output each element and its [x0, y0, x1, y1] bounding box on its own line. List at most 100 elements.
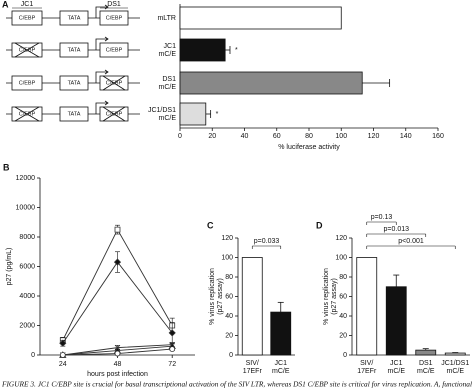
- significance-mark: *: [235, 47, 238, 54]
- y-tick-label: 100: [335, 254, 347, 261]
- x-tick-label: 160: [432, 133, 444, 140]
- element-box: [11, 75, 43, 91]
- caption: FIGURE 3. JC1 C/EBP site is crucial for …: [1, 380, 472, 389]
- element-box: [59, 42, 89, 58]
- y-tick-label: 80: [225, 274, 233, 281]
- element-label: TATA: [68, 80, 81, 86]
- element-label: TATA: [68, 15, 81, 21]
- x-tick-label: 0: [178, 133, 182, 140]
- x-tick-label: 140: [400, 133, 412, 140]
- y-tick-label: 20: [339, 332, 347, 339]
- panel-label: A: [2, 0, 9, 9]
- category-label: JC1/DS1: [148, 107, 176, 114]
- marker: [169, 346, 176, 352]
- category-label: JC1: [390, 360, 403, 367]
- category-label: mC/E: [272, 368, 290, 375]
- category-label: JC1: [275, 360, 288, 367]
- element-box: [59, 10, 89, 26]
- y-tick-label: 20: [225, 332, 233, 339]
- element-box: [99, 10, 129, 26]
- y-tick-label: 0: [229, 352, 233, 359]
- element-label: C/EBP: [106, 47, 123, 53]
- x-tick-label: 24: [59, 361, 67, 368]
- element-label: C/EBP: [106, 15, 123, 21]
- panel-label: B: [3, 162, 10, 172]
- bar: [385, 286, 407, 356]
- category-label: mC/E: [417, 368, 435, 375]
- x-tick-label: 120: [368, 133, 380, 140]
- category-label: SIV/: [246, 360, 259, 367]
- y-tick-label: 10000: [16, 204, 36, 211]
- y-tick-label: 0: [31, 352, 35, 359]
- category-label: mC/E: [447, 368, 465, 375]
- y-axis-label: (p27 assay): [217, 278, 224, 315]
- mutation-x: [14, 106, 40, 122]
- significance-mark: *: [216, 111, 219, 118]
- category-label: DS1: [162, 76, 176, 83]
- series-line: [62, 261, 173, 344]
- bar: [179, 6, 342, 30]
- site-label: JC1: [21, 1, 34, 8]
- p-value-label: p=0.13: [371, 214, 393, 221]
- p-value-label: p=0.033: [254, 238, 280, 245]
- category-label: mC/E: [159, 51, 177, 58]
- y-axis-label: (p27 assay): [331, 278, 338, 315]
- y-axis-label: % virus replication: [209, 268, 216, 325]
- bar: [444, 352, 466, 356]
- panel-label: D: [316, 220, 323, 230]
- x-tick-label: 80: [305, 133, 313, 140]
- y-tick-label: 8000: [19, 234, 35, 241]
- p-value-label: p<0.001: [398, 238, 424, 245]
- bar: [270, 311, 292, 356]
- category-label: JC1: [164, 43, 177, 50]
- y-tick-label: 100: [221, 254, 233, 261]
- tss-arrow: [95, 4, 109, 18]
- element-box: [11, 10, 43, 26]
- y-tick-label: 4000: [19, 293, 35, 300]
- x-axis-label: hours post infection: [87, 371, 148, 378]
- element-box: [59, 106, 89, 122]
- series-line: [62, 228, 173, 341]
- bar: [179, 102, 207, 126]
- panel-label: C: [207, 220, 214, 230]
- p-value-label: p=0.013: [384, 226, 410, 233]
- mutation-x: [102, 75, 126, 91]
- y-tick-label: 120: [335, 235, 347, 242]
- marker: [114, 226, 121, 233]
- mutation-x: [102, 106, 126, 122]
- element-label: TATA: [68, 47, 81, 53]
- y-tick-label: 40: [339, 313, 347, 320]
- y-tick-label: 40: [225, 313, 233, 320]
- y-tick-label: 60: [339, 293, 347, 300]
- x-tick-label: 20: [208, 133, 216, 140]
- marker: [114, 350, 121, 357]
- bar: [415, 349, 437, 356]
- marker: [59, 339, 67, 347]
- y-tick-label: 6000: [19, 263, 35, 270]
- tss-arrow: [95, 36, 109, 50]
- x-tick-label: 40: [241, 133, 249, 140]
- element-label: C/EBP: [19, 15, 36, 21]
- mutation-x: [14, 42, 40, 58]
- site-label: DS1: [107, 1, 121, 8]
- category-label: 17EFr: [357, 368, 377, 375]
- category-label: mC/E: [159, 84, 177, 91]
- y-tick-label: 12000: [16, 175, 36, 182]
- bar: [241, 257, 263, 356]
- category-label: DS1: [419, 360, 433, 367]
- x-tick-label: 48: [114, 361, 122, 368]
- element-box: [59, 75, 89, 91]
- bar: [356, 257, 378, 356]
- tss-arrow: [95, 69, 109, 83]
- y-tick-label: 120: [221, 235, 233, 242]
- marker: [59, 352, 66, 358]
- y-tick-label: 0: [343, 352, 347, 359]
- category-label: mC/E: [388, 368, 406, 375]
- bar: [179, 71, 363, 95]
- x-tick-label: 100: [335, 133, 347, 140]
- tss-arrow: [95, 100, 109, 114]
- category-label: 17EFr: [243, 368, 263, 375]
- x-tick-label: 72: [168, 361, 176, 368]
- category-label: JC1/DS1: [441, 360, 469, 367]
